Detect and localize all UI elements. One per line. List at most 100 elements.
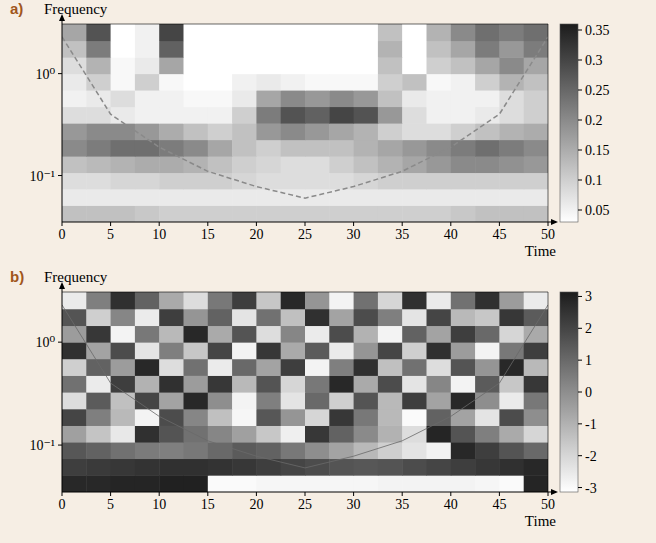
cell: [475, 475, 500, 492]
cell: [499, 459, 524, 476]
colorbar-tick-label: -3: [585, 481, 597, 496]
cell: [499, 140, 524, 157]
cell: [62, 205, 87, 222]
cell: [451, 459, 476, 476]
colorbar-tick-label: -1: [585, 417, 597, 432]
cell: [354, 205, 379, 222]
cell: [232, 326, 257, 343]
cell: [305, 107, 330, 124]
x-tick-label: 10: [152, 227, 166, 242]
cell: [451, 442, 476, 459]
cell: [208, 74, 233, 91]
cell: [159, 375, 184, 392]
colorbar-tick-label: 1: [585, 353, 592, 368]
cell: [86, 409, 111, 426]
cell: [135, 442, 160, 459]
y-tick: [58, 342, 62, 343]
cell: [475, 90, 500, 107]
cell: [329, 41, 354, 58]
cell: [305, 57, 330, 74]
cell: [256, 24, 281, 41]
cell: [281, 442, 306, 459]
cell: [111, 123, 136, 140]
cell: [184, 90, 209, 107]
cell: [232, 409, 257, 426]
cell: [232, 205, 257, 222]
cell: [208, 292, 233, 309]
cell: [524, 107, 548, 124]
cell: [184, 292, 209, 309]
cell: [378, 41, 403, 58]
cell: [524, 409, 548, 426]
cell: [499, 57, 524, 74]
cell: [135, 173, 160, 190]
cell: [378, 57, 403, 74]
cell: [475, 189, 500, 206]
cell: [62, 173, 87, 190]
cell: [86, 475, 111, 492]
cell: [475, 107, 500, 124]
cell: [402, 90, 427, 107]
cell: [184, 442, 209, 459]
cell: [184, 24, 209, 41]
cell: [256, 375, 281, 392]
x-tick-label: 30: [347, 497, 361, 512]
cell: [427, 24, 452, 41]
cell: [281, 292, 306, 309]
cell: [329, 425, 354, 442]
x-tick: [207, 222, 208, 226]
panel-label: a): [10, 0, 23, 17]
cell: [329, 342, 354, 359]
cell: [208, 326, 233, 343]
cell: [329, 107, 354, 124]
cell: [86, 459, 111, 476]
cell: [86, 107, 111, 124]
cell: [524, 74, 548, 91]
plot-frame: [548, 292, 549, 492]
cone-of-influence: [62, 37, 548, 198]
cell: [499, 292, 524, 309]
x-tick: [62, 492, 63, 496]
cell: [159, 189, 184, 206]
cell: [378, 123, 403, 140]
colorbar-tick: [578, 487, 582, 488]
cell: [451, 359, 476, 376]
y-axis-title: Frequency: [44, 269, 108, 285]
cell: [159, 123, 184, 140]
cell: [378, 24, 403, 41]
x-tick: [353, 492, 354, 496]
cell: [184, 107, 209, 124]
cell: [329, 123, 354, 140]
cell: [427, 375, 452, 392]
cell: [111, 74, 136, 91]
y-axis: [62, 16, 63, 222]
x-tick: [402, 492, 403, 496]
cell: [475, 326, 500, 343]
cell: [524, 140, 548, 157]
cell: [524, 342, 548, 359]
cell: [232, 123, 257, 140]
cell: [62, 74, 87, 91]
colorbar: [560, 292, 578, 492]
colorbar-tick: [578, 328, 582, 329]
cell: [208, 123, 233, 140]
colorbar-tick: [578, 360, 582, 361]
cell: [499, 475, 524, 492]
cell: [256, 74, 281, 91]
cell: [111, 41, 136, 58]
cell: [62, 359, 87, 376]
cell: [281, 375, 306, 392]
colorbar-tick-label: 0.3: [585, 53, 603, 68]
cell: [135, 375, 160, 392]
cell: [402, 292, 427, 309]
cell: [86, 57, 111, 74]
cell: [427, 57, 452, 74]
cell: [451, 140, 476, 157]
cell: [184, 173, 209, 190]
cell: [111, 442, 136, 459]
cell: [499, 392, 524, 409]
plot-area: [62, 24, 548, 222]
cell: [62, 475, 87, 492]
cell: [111, 459, 136, 476]
cell: [159, 107, 184, 124]
